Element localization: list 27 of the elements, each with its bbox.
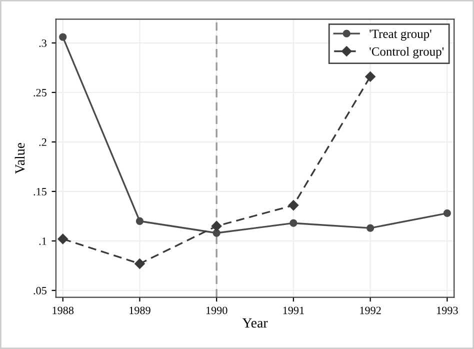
x-axis-title: Year [242,318,268,328]
legend-label: 'Control group' [370,46,444,58]
point [134,258,145,269]
point [59,33,67,41]
x-tick-label: 1990 [206,306,228,314]
point [443,209,451,218]
point [290,219,298,227]
y-tick-label: .2 [39,138,46,146]
x-tick-label: 1989 [130,306,150,314]
y-tick-label: .3 [39,39,46,47]
x-tick-label: 1991 [283,306,304,314]
point [211,220,222,232]
y-tick-label: .15 [34,188,46,196]
x-tick-label: 1993 [437,306,458,314]
y-tick-label: .25 [34,88,46,96]
y-tick-label: .1 [39,237,46,245]
point [212,229,220,237]
point [58,234,68,244]
point [288,200,299,210]
y-axis-title: Value [14,142,25,174]
point [365,71,376,82]
x-tick-label: 1988 [52,306,74,314]
y-tick-label: .05 [34,286,46,294]
legend-label: 'Treat group' [370,30,432,41]
x-tick-label: 1992 [360,306,381,314]
point [366,224,374,232]
point [136,217,144,225]
